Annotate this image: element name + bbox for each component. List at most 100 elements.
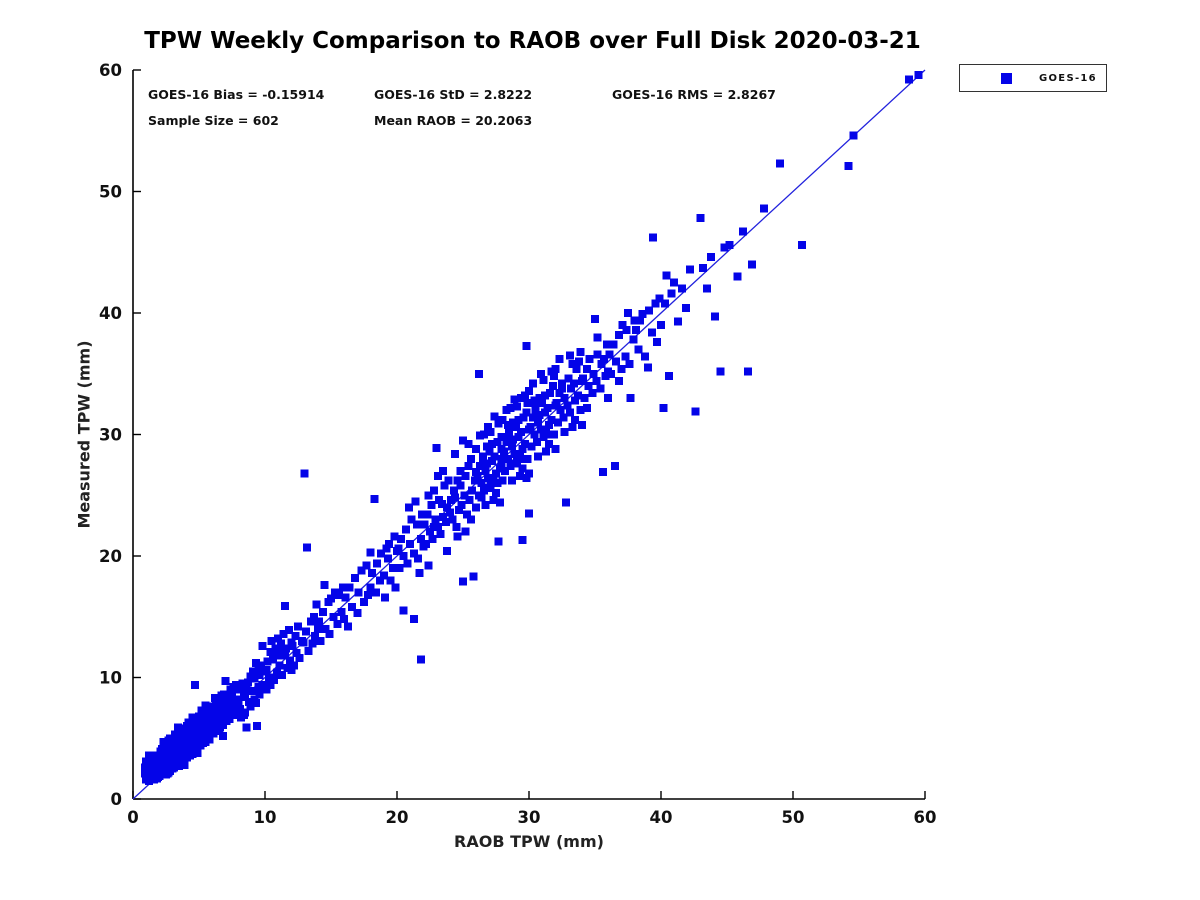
data-point: [539, 375, 548, 384]
data-point: [422, 539, 431, 548]
data-point: [469, 572, 478, 581]
data-point: [622, 326, 631, 335]
data-point: [484, 474, 493, 483]
data-point: [618, 321, 627, 330]
data-point: [503, 420, 512, 429]
data-point: [280, 651, 289, 660]
data-point: [465, 496, 474, 505]
data-point: [498, 415, 507, 424]
data-point: [630, 316, 639, 325]
data-point: [521, 440, 530, 449]
data-point: [720, 243, 729, 252]
data-point: [531, 403, 540, 412]
data-point: [583, 403, 592, 412]
data-point: [193, 748, 202, 757]
y-tick-label: 40: [99, 304, 122, 323]
data-point: [518, 464, 527, 473]
data-point: [150, 760, 159, 769]
x-axis-label: RAOB TPW (mm): [454, 832, 604, 851]
data-point: [220, 690, 229, 699]
data-point: [345, 583, 354, 592]
data-point: [914, 70, 923, 79]
data-point: [548, 381, 557, 390]
data-point: [502, 437, 511, 446]
data-point: [428, 534, 437, 543]
data-point: [499, 447, 508, 456]
data-point: [312, 600, 321, 609]
data-point: [540, 391, 549, 400]
data-point: [555, 355, 564, 364]
data-point: [427, 500, 436, 509]
data-point: [522, 408, 531, 417]
data-point: [456, 481, 465, 490]
data-point: [173, 723, 182, 732]
data-point: [325, 629, 334, 638]
data-point: [497, 459, 506, 468]
data-point: [481, 466, 490, 475]
data-point: [205, 735, 214, 744]
data-point: [523, 398, 532, 407]
data-point: [542, 447, 551, 456]
data-point: [410, 549, 419, 558]
data-point: [391, 583, 400, 592]
y-tick-label: 0: [111, 790, 122, 809]
data-point: [551, 364, 560, 373]
data-point: [466, 515, 475, 524]
data-point: [303, 543, 312, 552]
data-point: [506, 462, 515, 471]
data-point: [329, 612, 338, 621]
y-tick-label: 20: [99, 547, 122, 566]
data-point: [561, 498, 570, 507]
data-point: [245, 697, 254, 706]
data-point: [424, 491, 433, 500]
data-point: [389, 564, 398, 573]
data-point: [412, 520, 421, 529]
data-point: [605, 350, 614, 359]
data-point: [257, 661, 266, 670]
data-point: [503, 454, 512, 463]
stat-bias: GOES-16 Bias = -0.15914: [148, 87, 325, 102]
data-point: [519, 413, 528, 422]
data-point: [459, 436, 467, 445]
data-point: [525, 509, 533, 518]
data-point: [209, 716, 218, 725]
data-point: [228, 692, 236, 701]
data-point: [476, 462, 485, 471]
data-point: [602, 340, 611, 349]
data-point: [341, 593, 350, 602]
data-point: [528, 379, 537, 388]
data-point: [307, 617, 316, 626]
data-point: [243, 678, 252, 687]
data-point: [506, 403, 515, 412]
data-point: [703, 284, 712, 293]
data-point: [546, 389, 555, 398]
data-point: [464, 440, 473, 449]
data-point: [542, 425, 551, 434]
data-point: [218, 731, 227, 740]
data-point: [759, 204, 768, 213]
data-point: [249, 667, 258, 676]
data-point: [612, 357, 621, 366]
data-point: [744, 367, 753, 376]
data-point: [383, 554, 392, 563]
data-point: [580, 394, 589, 403]
data-point: [362, 561, 371, 570]
data-point: [333, 620, 342, 629]
data-point: [682, 304, 691, 313]
data-point: [162, 754, 170, 763]
data-point: [158, 764, 167, 773]
data-point: [327, 594, 335, 603]
data-point: [546, 430, 555, 439]
data-point: [140, 763, 149, 772]
x-tick-label: 10: [254, 808, 277, 827]
data-point: [280, 601, 289, 610]
data-point: [441, 517, 450, 526]
data-point: [536, 369, 545, 378]
data-point: [558, 379, 566, 388]
stat-std: GOES-16 StD = 2.8222: [374, 87, 533, 102]
data-point: [601, 372, 610, 381]
stat-mean-raob: Mean RAOB = 20.2063: [374, 113, 533, 128]
data-point: [251, 699, 260, 708]
data-point: [299, 638, 308, 647]
data-point: [367, 569, 376, 578]
